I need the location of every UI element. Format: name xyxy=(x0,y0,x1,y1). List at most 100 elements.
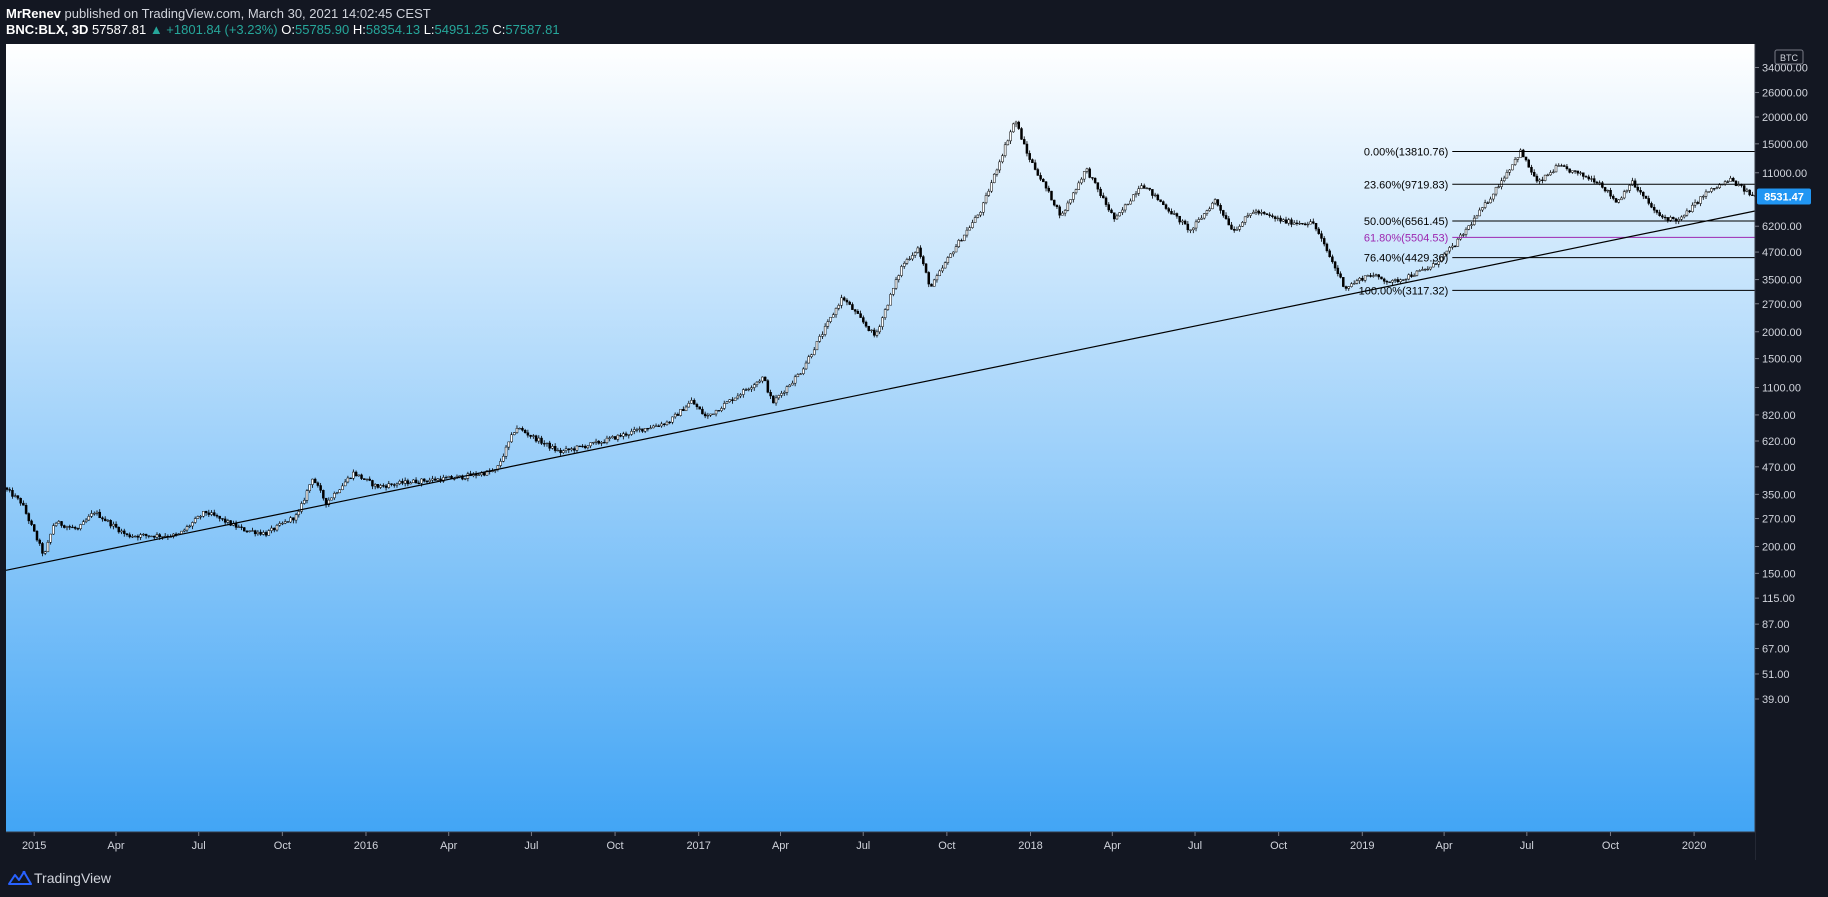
candle xyxy=(905,257,909,265)
trendline[interactable] xyxy=(5,210,1756,571)
candle-body xyxy=(215,515,219,517)
candle xyxy=(840,294,843,309)
low-label: L: xyxy=(423,22,435,37)
candle-body xyxy=(131,536,134,538)
time-axis[interactable] xyxy=(6,832,1755,860)
candle xyxy=(1336,265,1340,277)
candle-body xyxy=(532,435,535,437)
candle xyxy=(1252,209,1255,215)
candle xyxy=(826,319,830,329)
symbol-label[interactable]: BNC:BLX, 3D xyxy=(6,22,89,37)
candle xyxy=(1388,281,1391,283)
candle xyxy=(1385,279,1389,285)
candle-body xyxy=(1148,187,1151,190)
candle-body xyxy=(802,368,805,375)
candle-body xyxy=(507,441,511,448)
candle xyxy=(769,389,772,400)
candle xyxy=(717,410,721,412)
fib-level[interactable]: 23.60%(9719.83) xyxy=(1364,179,1755,191)
fib-level[interactable]: 61.80%(5504.53) xyxy=(1364,232,1755,244)
candle-body xyxy=(128,534,131,538)
candle-body xyxy=(744,389,748,391)
candle-body xyxy=(1159,199,1162,202)
candle-body xyxy=(1726,181,1730,183)
candle-body xyxy=(1691,204,1694,212)
candle xyxy=(1170,208,1173,215)
candle-body xyxy=(84,519,88,523)
candle-body xyxy=(338,489,341,494)
candle xyxy=(123,528,126,537)
candle-body xyxy=(93,513,96,515)
candle xyxy=(1175,212,1179,219)
candle-body xyxy=(1200,217,1203,220)
candle xyxy=(1363,275,1367,283)
candle-body xyxy=(804,362,808,370)
candle-body xyxy=(823,326,827,335)
candle-body xyxy=(368,478,371,481)
candle xyxy=(1587,174,1590,181)
candle xyxy=(1077,180,1081,190)
candle-body xyxy=(1292,222,1296,225)
candle-body xyxy=(534,435,538,442)
candle-body xyxy=(1336,267,1340,274)
fib-level[interactable]: 76.40%(4429.36) xyxy=(1364,253,1755,265)
candle-body xyxy=(878,326,881,333)
fib-level[interactable]: 0.00%(13810.76) xyxy=(1364,147,1755,159)
candle-body xyxy=(1489,198,1492,204)
candle-body xyxy=(123,530,126,534)
candle xyxy=(763,376,767,382)
price-axis[interactable] xyxy=(1755,44,1828,832)
candle-body xyxy=(1587,176,1590,180)
candle xyxy=(322,489,325,501)
candle-body xyxy=(960,240,963,242)
candle-body xyxy=(706,414,710,417)
candle-body xyxy=(782,392,786,394)
tradingview-brand[interactable]: TradingView xyxy=(34,870,112,886)
candle-body xyxy=(938,270,941,276)
candle xyxy=(1055,204,1059,210)
candle xyxy=(897,274,901,283)
candle xyxy=(856,309,860,314)
candle xyxy=(502,453,505,463)
candle-body xyxy=(461,475,464,480)
candle xyxy=(1584,175,1588,178)
candle xyxy=(742,388,745,398)
price-chart[interactable]: 0.00%(13810.76) 23.60%(9719.83) 50.00%(656… xyxy=(0,44,1828,860)
candle-body xyxy=(144,533,148,536)
candle xyxy=(1612,194,1615,201)
candle-body xyxy=(1734,180,1738,186)
candle-body xyxy=(1530,166,1533,173)
plot-area[interactable] xyxy=(6,44,1755,832)
candle-body xyxy=(270,527,273,531)
candle xyxy=(992,173,996,184)
candle xyxy=(1339,271,1342,279)
candle-body xyxy=(289,517,292,523)
y-tick-label: 51.00 xyxy=(1762,669,1790,681)
candle xyxy=(1099,186,1102,198)
candle-body xyxy=(1282,219,1285,222)
candle-body xyxy=(1298,222,1301,225)
candle xyxy=(851,302,854,310)
candle-body xyxy=(147,535,151,537)
candle-body xyxy=(881,317,884,327)
candle xyxy=(423,478,426,483)
candle xyxy=(248,530,251,533)
candle xyxy=(1061,211,1064,216)
y-tick-label: 200.00 xyxy=(1762,542,1796,554)
author-name[interactable]: MrRenev xyxy=(6,6,61,21)
candle-body xyxy=(1576,170,1580,174)
candle xyxy=(592,441,595,445)
candle xyxy=(1620,196,1623,201)
candle xyxy=(575,445,579,453)
tradingview-logo-icon[interactable] xyxy=(8,870,32,886)
fibonacci-retracement[interactable]: 0.00%(13810.76) 23.60%(9719.83) 50.00%(656… xyxy=(1359,147,1755,298)
candle-body xyxy=(1074,189,1078,194)
candle-body xyxy=(594,440,598,443)
candle-body xyxy=(1355,280,1359,284)
y-tick-label: 87.00 xyxy=(1762,619,1790,631)
candle xyxy=(215,513,219,519)
candle-body xyxy=(202,511,205,517)
candle xyxy=(1453,245,1457,248)
candle-body xyxy=(1745,189,1749,192)
candle xyxy=(984,192,988,205)
